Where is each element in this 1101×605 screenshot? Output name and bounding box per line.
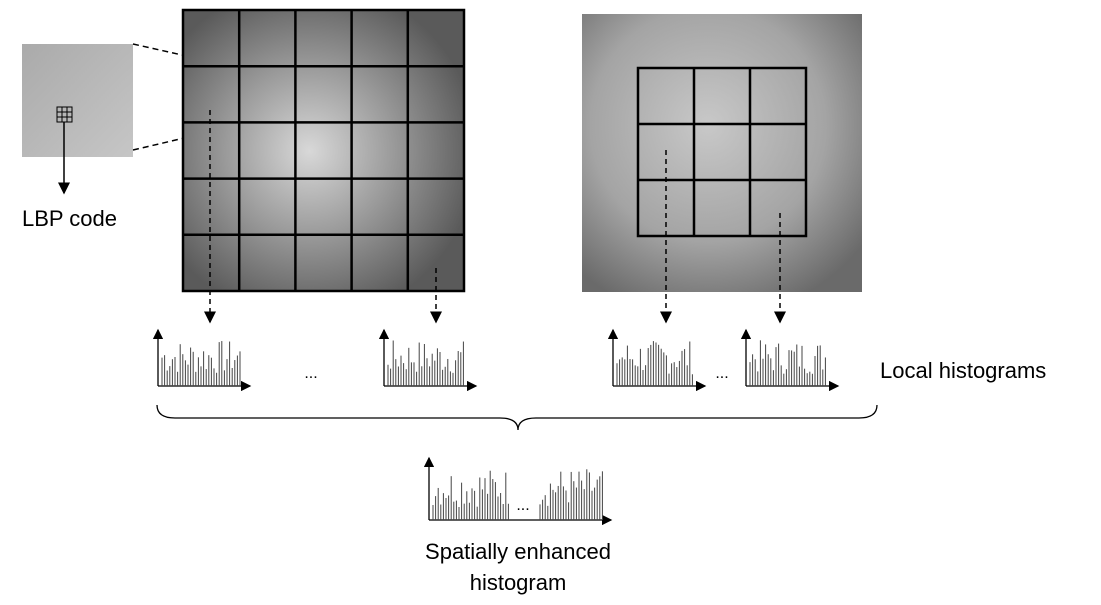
histogram xyxy=(423,456,613,526)
histogram xyxy=(378,328,478,392)
enhanced-label: Spatially enhanced xyxy=(425,539,611,564)
grid xyxy=(181,8,466,293)
histogram xyxy=(152,328,252,392)
enhanced-label: histogram xyxy=(470,570,567,595)
grid-border xyxy=(636,66,808,238)
mammogram-image xyxy=(183,10,464,292)
histogram xyxy=(740,328,840,392)
ellipsis: ... xyxy=(516,497,529,514)
brace xyxy=(156,404,878,431)
dashed-arrows xyxy=(204,110,786,324)
grid-border xyxy=(181,8,466,293)
histograms xyxy=(152,328,840,526)
ellipsis: ... xyxy=(304,365,317,382)
mammogram-image xyxy=(582,14,862,292)
local-histograms-label: Local histograms xyxy=(880,358,1046,383)
lbp-label: LBP code xyxy=(22,206,117,231)
patch-image xyxy=(22,44,133,157)
ellipsis: ... xyxy=(715,365,728,382)
histogram xyxy=(607,328,707,392)
